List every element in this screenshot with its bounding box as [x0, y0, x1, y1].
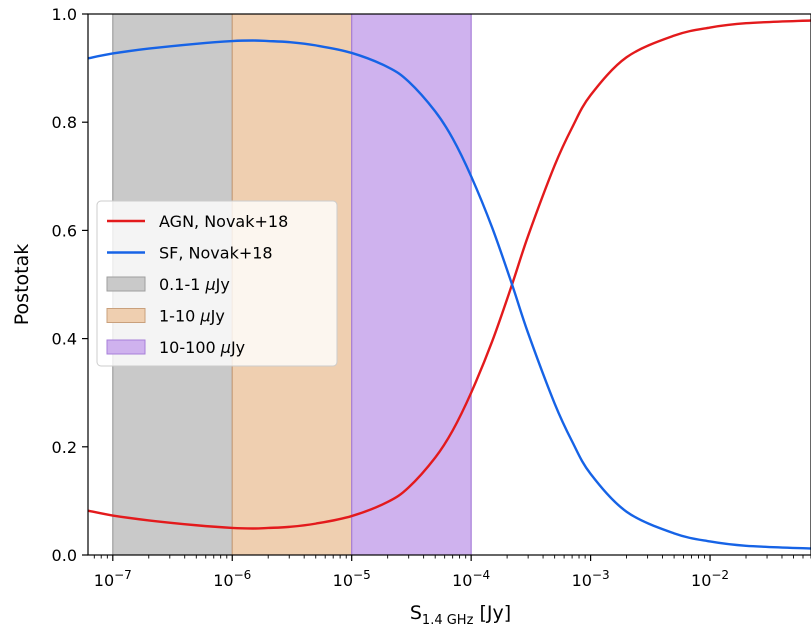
legend-band-unit-1: Jy: [210, 307, 225, 326]
y-tick-label-4: 0.8: [52, 113, 77, 132]
y-tick-label-0: 0.0: [52, 546, 77, 565]
series-lines: [87, 19, 811, 550]
x-tick-exp-3: −4: [472, 568, 490, 582]
legend-band-label-2: 10-100 μJy: [159, 338, 245, 357]
x-tick-exp-4: −3: [592, 568, 610, 582]
legend-band-prefix-2: 10-100: [159, 338, 221, 357]
y-tick-label-2: 0.4: [52, 330, 77, 349]
legend-band-mu-2: μ: [220, 338, 231, 357]
x-tick-label-0: 10−7: [94, 568, 132, 590]
plot-frame: [87, 13, 811, 556]
x-axis-label-sub: 1.4 GHz: [422, 613, 474, 628]
band-2: [351, 14, 472, 555]
legend-band-unit-2: Jy: [230, 338, 245, 357]
legend-band-label-0: 0.1-1 μJy: [159, 275, 230, 294]
x-tick-base-2: 10: [333, 571, 353, 590]
x-tick-label-4: 10−3: [572, 568, 610, 590]
x-tick-exp-2: −5: [353, 568, 371, 582]
x-tick-label-5: 10−2: [691, 568, 729, 590]
x-axis-label: S1.4 GHz [Jy]: [410, 602, 511, 628]
legend-label-0: AGN, Novak+18: [159, 212, 288, 231]
x-axis-label-unit: [Jy]: [473, 602, 511, 624]
x-axis-label-main: S: [410, 602, 422, 624]
x-tick-exp-1: −6: [234, 568, 252, 582]
series-line-1: [87, 39, 811, 550]
axes: 0.00.20.40.60.81.010−7 10−6 10−5 10−4 10−3 10…: [11, 5, 811, 628]
legend-band-mu-0: μ: [204, 275, 215, 294]
x-tick-base-1: 10: [213, 571, 233, 590]
x-tick-label-2: 10−5: [333, 568, 371, 590]
x-tick-base-4: 10: [572, 571, 592, 590]
y-tick-label-3: 0.6: [52, 221, 77, 240]
legend-band-prefix-1: 1-10: [159, 307, 200, 326]
legend-patch-1: [106, 308, 146, 323]
x-tick-label-1: 10−6: [213, 568, 251, 590]
x-tick-exp-5: −2: [711, 568, 729, 582]
x-tick-label-3: 10−4: [452, 568, 490, 590]
legend-band-unit-0: Jy: [215, 275, 230, 294]
series-line-0: [87, 19, 811, 530]
legend-label-1: SF, Novak+18: [159, 244, 273, 263]
legend-patch-2: [106, 339, 146, 355]
legend-band-label-1: 1-10 μJy: [159, 307, 225, 326]
x-tick-base-5: 10: [691, 571, 711, 590]
y-axis-label: Postotak: [11, 244, 33, 325]
legend-band-mu-1: μ: [199, 307, 210, 326]
x-tick-base-0: 10: [94, 571, 114, 590]
legend-band-prefix-0: 0.1-1: [159, 275, 205, 294]
y-tick-label-5: 1.0: [52, 5, 77, 24]
x-tick-exp-0: −7: [114, 568, 132, 582]
x-tick-base-3: 10: [452, 571, 472, 590]
y-tick-label-1: 0.2: [52, 438, 77, 457]
legend-patch-0: [106, 276, 146, 292]
legend-box: [96, 200, 338, 367]
